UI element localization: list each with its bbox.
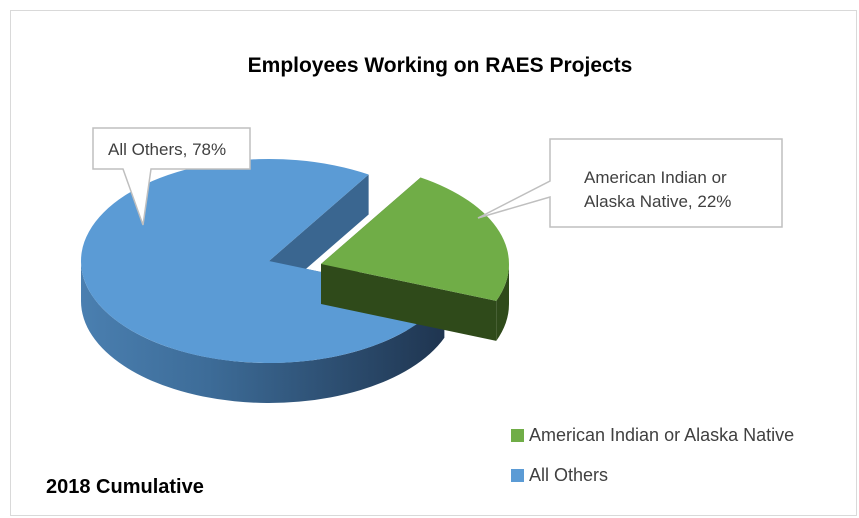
data-label-text-american-indian-or-alaska-native-0: American Indian or [584, 168, 727, 187]
pie-slice-top-all-others [80, 159, 445, 364]
data-label-american-indian-or-alaska-native: American Indian or Alaska Native, 22% [477, 138, 783, 228]
legend-label-american-indian: American Indian or Alaska Native [529, 425, 794, 445]
callout-layer: American Indian or Alaska Native, 22% All … [92, 127, 783, 228]
pie-chart: Employees Working on RAES Projects Ameri… [46, 54, 794, 498]
legend-label-all-others: All Others [529, 465, 608, 485]
pie-layer [80, 159, 510, 403]
data-label-text-american-indian-or-alaska-native-1: Alaska Native, 22% [584, 192, 731, 211]
data-label-all-others: All Others, 78% [92, 127, 251, 226]
pie-slice-side-all-others-0 [81, 261, 445, 403]
chart-frame: Employees Working on RAES Projects Ameri… [10, 10, 857, 516]
pie-slice-top-american-indian-or-alaska-native [321, 177, 510, 301]
legend-swatch-all-others [511, 469, 524, 482]
pie-slice-side-american-indian-or-alaska-native-0 [496, 264, 509, 341]
legend: American Indian or Alaska Native All Oth… [511, 425, 794, 485]
legend-swatch-american-indian [511, 429, 524, 442]
cumulative-note: 2018 Cumulative [46, 476, 204, 498]
pie-slice-american-indian-or-alaska-native [321, 177, 510, 341]
pie-slice-wall-american-indian-or-alaska-native-1 [321, 264, 497, 341]
chart-title: Employees Working on RAES Projects [248, 54, 633, 77]
data-label-box-all-others [92, 127, 251, 226]
data-label-text-all-others-0: All Others, 78% [108, 140, 226, 159]
data-label-box-american-indian-or-alaska-native [477, 138, 783, 228]
